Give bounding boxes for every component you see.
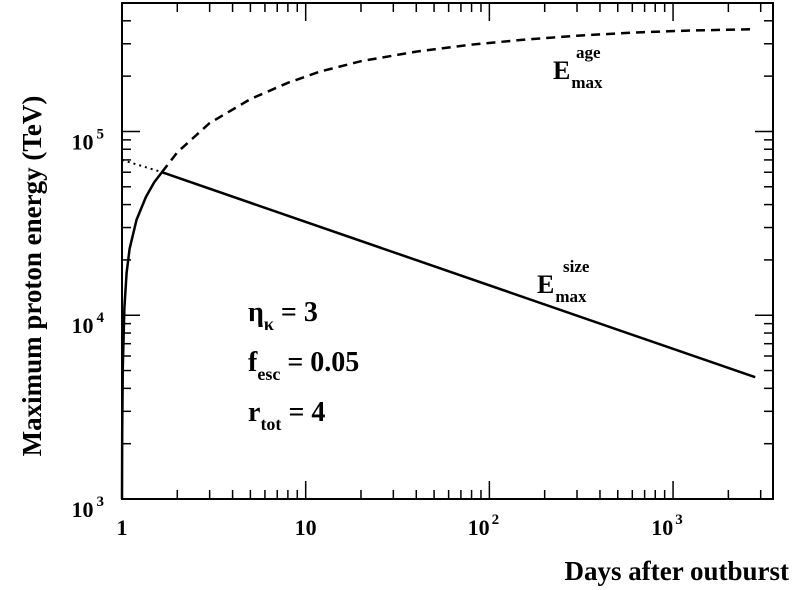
param-eta: ηκ = 3 xyxy=(248,297,318,334)
x-axis-title: Days after outburst xyxy=(565,556,790,586)
series-line-solid-1 xyxy=(120,171,163,500)
param-rtot: rtot = 4 xyxy=(248,397,325,434)
series-line-dotted-3 xyxy=(121,158,163,174)
x-tick-label: 10 xyxy=(295,515,317,540)
y-tick-label: 10 3 xyxy=(72,494,105,522)
y-tick-label: 10 4 xyxy=(72,310,105,338)
tick-labels: 1 10 10 2 10 3 10 3 10 4 10 5 xyxy=(72,126,683,540)
series-group xyxy=(120,27,756,500)
y-tick-label: 10 5 xyxy=(72,126,105,154)
x-tick-label: 10 3 xyxy=(651,512,683,540)
age-curve-label: Emax xyxy=(553,56,603,92)
x-tick-label: 1 xyxy=(117,515,128,540)
x-tick-label: 10 2 xyxy=(468,512,500,540)
size-curve-label: Emax xyxy=(537,270,587,306)
axis-ticks xyxy=(121,2,773,500)
size-curve-label-sup: size xyxy=(563,257,590,276)
plot-frame xyxy=(121,2,774,500)
age-curve-label-sup: age xyxy=(576,43,601,62)
param-fesc: fesc = 0.05 xyxy=(248,347,359,384)
series-line-solid-2 xyxy=(161,171,756,379)
series-line-dashed-0 xyxy=(160,27,756,173)
y-axis-title: Maximum proton energy (TeV) xyxy=(17,96,47,457)
plot-border xyxy=(121,2,774,500)
